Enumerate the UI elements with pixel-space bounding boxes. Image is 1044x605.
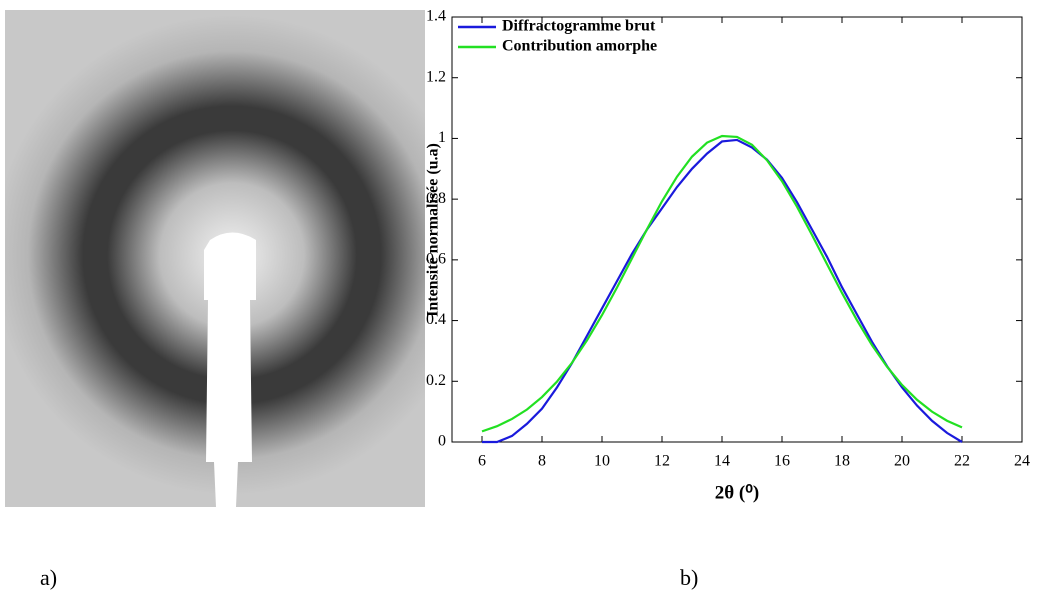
- diffraction-image: [5, 10, 425, 507]
- y-tick-label: 1.2: [426, 68, 446, 85]
- data-line: [481, 134, 963, 433]
- y-tick-label: 0: [438, 433, 446, 450]
- data-line: [482, 138, 963, 444]
- y-tick-label: 1: [438, 129, 446, 146]
- x-tick-label: 8: [538, 453, 546, 470]
- legend-label: Contribution amorphe: [502, 38, 657, 55]
- y-tick-label: 0.4: [426, 311, 446, 328]
- x-tick-label: 12: [654, 453, 670, 470]
- beam-stop: [204, 232, 256, 507]
- x-tick-label: 16: [774, 453, 790, 470]
- x-tick-label: 22: [954, 453, 970, 470]
- x-axis-label: 2θ (⁰): [715, 482, 759, 503]
- panel-label: b): [680, 565, 698, 590]
- plot-frame: [451, 16, 1023, 443]
- y-axis-label: Intensité normalisée (u.a): [425, 143, 442, 317]
- x-tick-label: 24: [1014, 453, 1030, 470]
- x-tick-label: 10: [594, 453, 610, 470]
- panel-label: a): [40, 565, 57, 590]
- x-tick-label: 20: [894, 453, 910, 470]
- x-tick-label: 6: [478, 453, 486, 470]
- x-tick-label: 18: [834, 453, 850, 470]
- y-tick-label: 0.8: [426, 190, 446, 207]
- y-tick-label: 1.4: [426, 8, 446, 25]
- legend-label: Diffractogramme brut: [502, 18, 656, 35]
- y-tick-label: 0.2: [426, 372, 446, 389]
- x-tick-label: 14: [714, 453, 730, 470]
- y-tick-label: 0.6: [426, 251, 446, 268]
